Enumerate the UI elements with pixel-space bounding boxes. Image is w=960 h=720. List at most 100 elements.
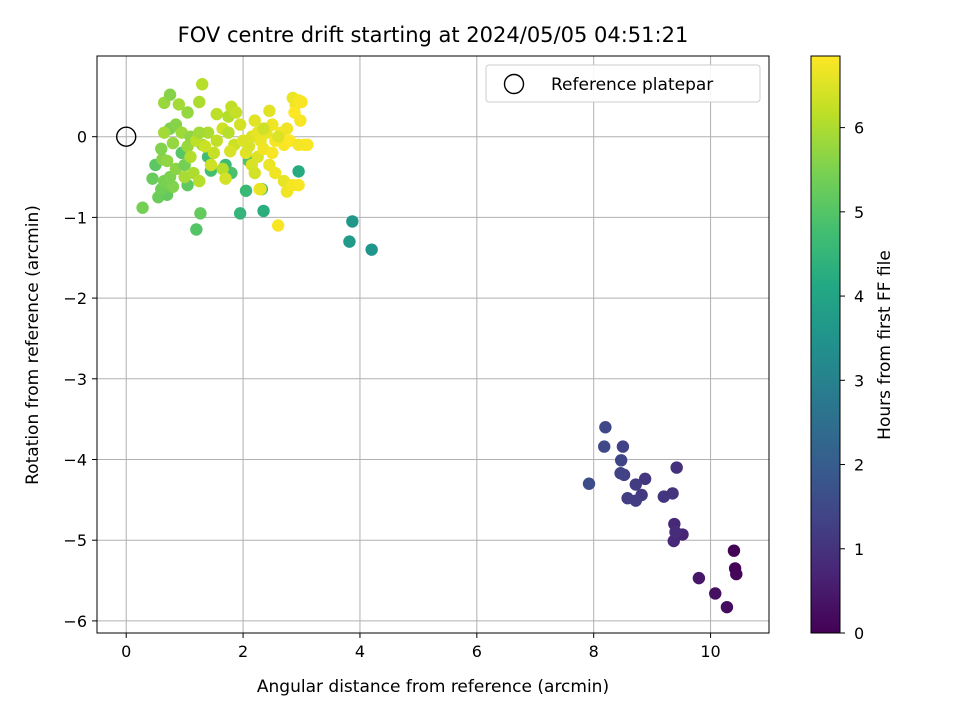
data-point <box>184 150 197 164</box>
data-point <box>194 207 207 220</box>
plot-frame <box>96 55 770 634</box>
data-point <box>629 478 642 491</box>
data-point <box>224 145 237 158</box>
data-point <box>193 95 206 109</box>
data-point <box>257 204 270 218</box>
data-point <box>216 162 229 176</box>
legend-reference-marker-icon <box>503 73 525 95</box>
data-point <box>271 130 285 143</box>
data-point <box>254 182 267 196</box>
data-point <box>727 544 741 557</box>
data-point <box>670 461 683 474</box>
data-point <box>136 201 149 214</box>
data-point <box>720 600 734 614</box>
data-point <box>271 219 285 232</box>
data-point <box>195 78 209 91</box>
data-point <box>346 215 359 228</box>
data-point <box>190 223 203 236</box>
x-axis-label: Angular distance from reference (arcmin) <box>257 677 609 697</box>
legend: Reference platepar <box>485 64 761 103</box>
data-point <box>242 140 256 153</box>
data-point <box>599 421 612 434</box>
colorbar-tick-label: 2 <box>854 456 864 475</box>
colorbar-ticks: 0 1 2 3 4 5 6 <box>840 119 864 643</box>
y-tick-label: −1 <box>63 208 87 227</box>
x-tick-label: 2 <box>238 642 248 661</box>
data-point <box>616 440 630 453</box>
chart-title: FOV centre drift starting at 2024/05/05 … <box>178 23 689 47</box>
data-point <box>160 154 174 168</box>
data-point <box>172 98 186 111</box>
data-point <box>292 138 305 151</box>
data-point <box>263 104 276 118</box>
colorbar-tick-label: 3 <box>854 371 864 390</box>
data-point <box>257 122 270 135</box>
y-axis-label: Rotation from reference (arcmin) <box>23 205 43 485</box>
colorbar-gradient <box>810 55 841 634</box>
data-point <box>222 126 235 139</box>
data-point <box>155 142 168 156</box>
data-point <box>292 178 305 192</box>
data-point <box>614 454 628 467</box>
x-tick-label: 8 <box>589 642 599 661</box>
data-point <box>166 180 180 193</box>
data-point <box>692 571 706 585</box>
data-point <box>166 136 180 150</box>
data-point <box>294 114 307 127</box>
data-point <box>582 477 596 490</box>
data-point <box>193 126 206 139</box>
colorbar-label: Hours from first FF file <box>875 250 895 440</box>
data-point <box>269 166 282 180</box>
colorbar: 0 1 2 3 4 5 6 Hours from first FF file <box>810 55 895 643</box>
x-tick-label: 6 <box>472 642 482 661</box>
data-point <box>201 126 215 139</box>
data-point <box>204 158 218 172</box>
data-point <box>193 174 206 188</box>
axis-ticks: 0 2 4 6 8 10 0 −1 −2 −3 −4 −5 −6 <box>63 128 720 661</box>
data-point <box>181 106 194 119</box>
data-point <box>239 184 253 197</box>
x-tick-label: 0 <box>121 642 131 661</box>
data-point <box>343 235 356 248</box>
data-point <box>669 525 682 539</box>
grid <box>97 56 769 633</box>
colorbar-tick-label: 4 <box>854 287 864 306</box>
colorbar-tick-label: 6 <box>854 119 864 138</box>
data-point <box>709 587 722 600</box>
data-point <box>614 467 627 480</box>
data-point <box>292 165 305 178</box>
y-tick-label: −4 <box>63 450 87 469</box>
data-point <box>638 472 652 486</box>
data-point <box>301 138 314 151</box>
data-point <box>158 126 171 139</box>
data-point <box>621 492 634 505</box>
data-point <box>207 146 221 160</box>
legend-box <box>485 64 761 103</box>
data-point <box>730 567 743 581</box>
data-point <box>229 106 243 119</box>
reference-platepar-marker <box>116 126 137 147</box>
data-point <box>365 243 378 256</box>
legend-entry-label: Reference platepar <box>551 75 713 95</box>
data-point <box>163 88 177 101</box>
data-point <box>146 172 159 185</box>
data-point <box>210 107 223 121</box>
y-tick-label: −5 <box>63 531 87 550</box>
data-point <box>295 95 308 109</box>
data-point <box>233 207 247 220</box>
colorbar-tick-label: 1 <box>854 540 864 559</box>
y-tick-label: −3 <box>63 370 87 389</box>
x-tick-label: 10 <box>700 642 720 661</box>
data-point <box>657 490 671 503</box>
data-point <box>198 140 212 153</box>
scatter-points <box>116 78 743 614</box>
data-point <box>248 166 261 180</box>
data-point <box>233 118 247 131</box>
data-point <box>210 134 223 147</box>
data-point <box>280 122 294 135</box>
data-point <box>219 172 232 185</box>
colorbar-tick-label: 0 <box>854 624 864 643</box>
data-point <box>266 146 279 160</box>
y-tick-label: −6 <box>63 612 87 631</box>
